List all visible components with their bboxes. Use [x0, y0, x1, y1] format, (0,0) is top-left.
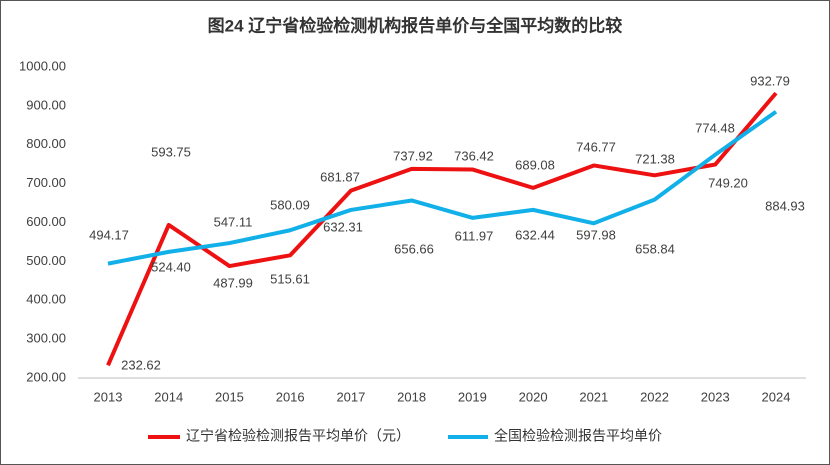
data-label: 749.20	[708, 175, 748, 190]
y-tick-label: 900.00	[26, 97, 66, 112]
x-tick-label: 2013	[94, 389, 123, 404]
y-tick-label: 400.00	[26, 292, 66, 307]
chart-title: 图24 辽宁省检验检测机构报告单价与全国平均数的比较	[208, 15, 623, 35]
data-label: 721.38	[635, 151, 675, 166]
data-label: 656.66	[394, 241, 434, 256]
data-label: 632.31	[323, 219, 363, 234]
y-tick-label: 500.00	[26, 253, 66, 268]
x-tick-label: 2016	[276, 389, 305, 404]
data-label: 611.97	[455, 228, 494, 243]
y-tick-label: 1000.00	[19, 58, 66, 73]
data-label: 658.84	[635, 241, 675, 256]
y-tick-label: 800.00	[26, 136, 66, 151]
data-label: 593.75	[151, 144, 191, 159]
data-label: 746.77	[576, 139, 616, 154]
data-label: 932.79	[750, 73, 790, 88]
data-label: 580.09	[270, 197, 310, 212]
series-line	[106, 91, 778, 367]
legend-label: 全国检验检测报告平均单价	[494, 428, 662, 444]
data-label: 737.92	[393, 148, 433, 163]
y-tick-label: 300.00	[26, 331, 66, 346]
data-label: 547.11	[214, 214, 253, 229]
data-label: 515.61	[270, 271, 310, 286]
data-label: 632.44	[515, 227, 555, 242]
data-label: 689.08	[515, 157, 555, 172]
data-label: 736.42	[454, 148, 494, 163]
x-tick-label: 2018	[397, 389, 426, 404]
x-tick-label: 2024	[762, 389, 791, 404]
x-tick-label: 2015	[215, 389, 244, 404]
y-tick-label: 600.00	[26, 214, 66, 229]
x-tick-label: 2014	[154, 389, 183, 404]
x-tick-label: 2022	[640, 389, 669, 404]
data-label: 597.98	[576, 227, 616, 242]
data-label: 774.48	[695, 120, 735, 135]
data-label: 487.99	[213, 275, 253, 290]
legend-label: 辽宁省检验检测报告平均单价（元）	[186, 428, 410, 444]
data-label: 494.17	[89, 227, 129, 242]
x-tick-label: 2023	[701, 389, 730, 404]
x-tick-label: 2021	[579, 389, 608, 404]
data-label: 232.62	[121, 357, 161, 372]
y-tick-label: 200.00	[26, 369, 66, 384]
data-label: 524.40	[151, 259, 191, 274]
y-tick-label: 700.00	[26, 175, 66, 190]
x-tick-label: 2017	[336, 389, 365, 404]
data-label: 681.87	[320, 169, 360, 184]
data-label: 884.93	[765, 198, 805, 213]
x-tick-label: 2019	[458, 389, 487, 404]
x-tick-label: 2020	[519, 389, 548, 404]
series-line	[107, 110, 778, 266]
